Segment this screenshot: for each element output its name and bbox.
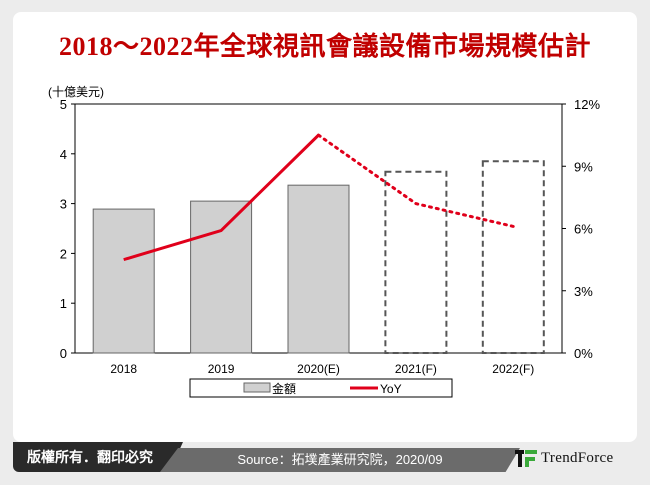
legend-box (189, 378, 453, 398)
x-tick-label: 2022(F) (492, 362, 534, 376)
left-tick-label: 5 (60, 97, 67, 112)
bar-2018 (92, 208, 155, 354)
brand-name: TrendForce (541, 449, 614, 466)
legend-label-line: YoY (380, 382, 402, 396)
bar-2022(F) (481, 160, 545, 354)
bar-2019 (190, 200, 253, 354)
x-tick-label: 2018 (110, 362, 137, 376)
x-tick-label: 2021(F) (395, 362, 437, 376)
left-axis-label: (十億美元) (48, 85, 104, 99)
right-tick-label: 9% (574, 159, 593, 174)
chart-title: 2018～2022年全球視訊會議設備市場規模估計 (58, 32, 591, 61)
trendforce-logo-icon (515, 450, 537, 467)
right-tick-label: 12% (574, 97, 600, 112)
copyright-notice: 版權所有．翻印必究 (13, 442, 183, 472)
right-tick-label: 3% (574, 284, 593, 299)
right-tick-label: 6% (574, 222, 593, 237)
x-tick-label: 2020(E) (297, 362, 340, 376)
left-tick-label: 3 (60, 197, 67, 212)
right-tick-label: 0% (574, 346, 593, 361)
left-tick-label: 0 (60, 346, 67, 361)
source-note: Source：拓墣產業研究院，2020/09 (160, 448, 520, 472)
trendforce-logo: TrendForce (515, 444, 637, 472)
left-tick-label: 2 (60, 246, 67, 261)
legend-swatch-bar (243, 382, 271, 393)
left-tick-label: 1 (60, 296, 67, 311)
x-tick-label: 2019 (208, 362, 235, 376)
legend-label-bar: 金額 (272, 381, 296, 396)
left-tick-label: 4 (60, 147, 67, 162)
bar-2020(E) (287, 184, 350, 354)
bar-2021(F) (384, 170, 448, 354)
